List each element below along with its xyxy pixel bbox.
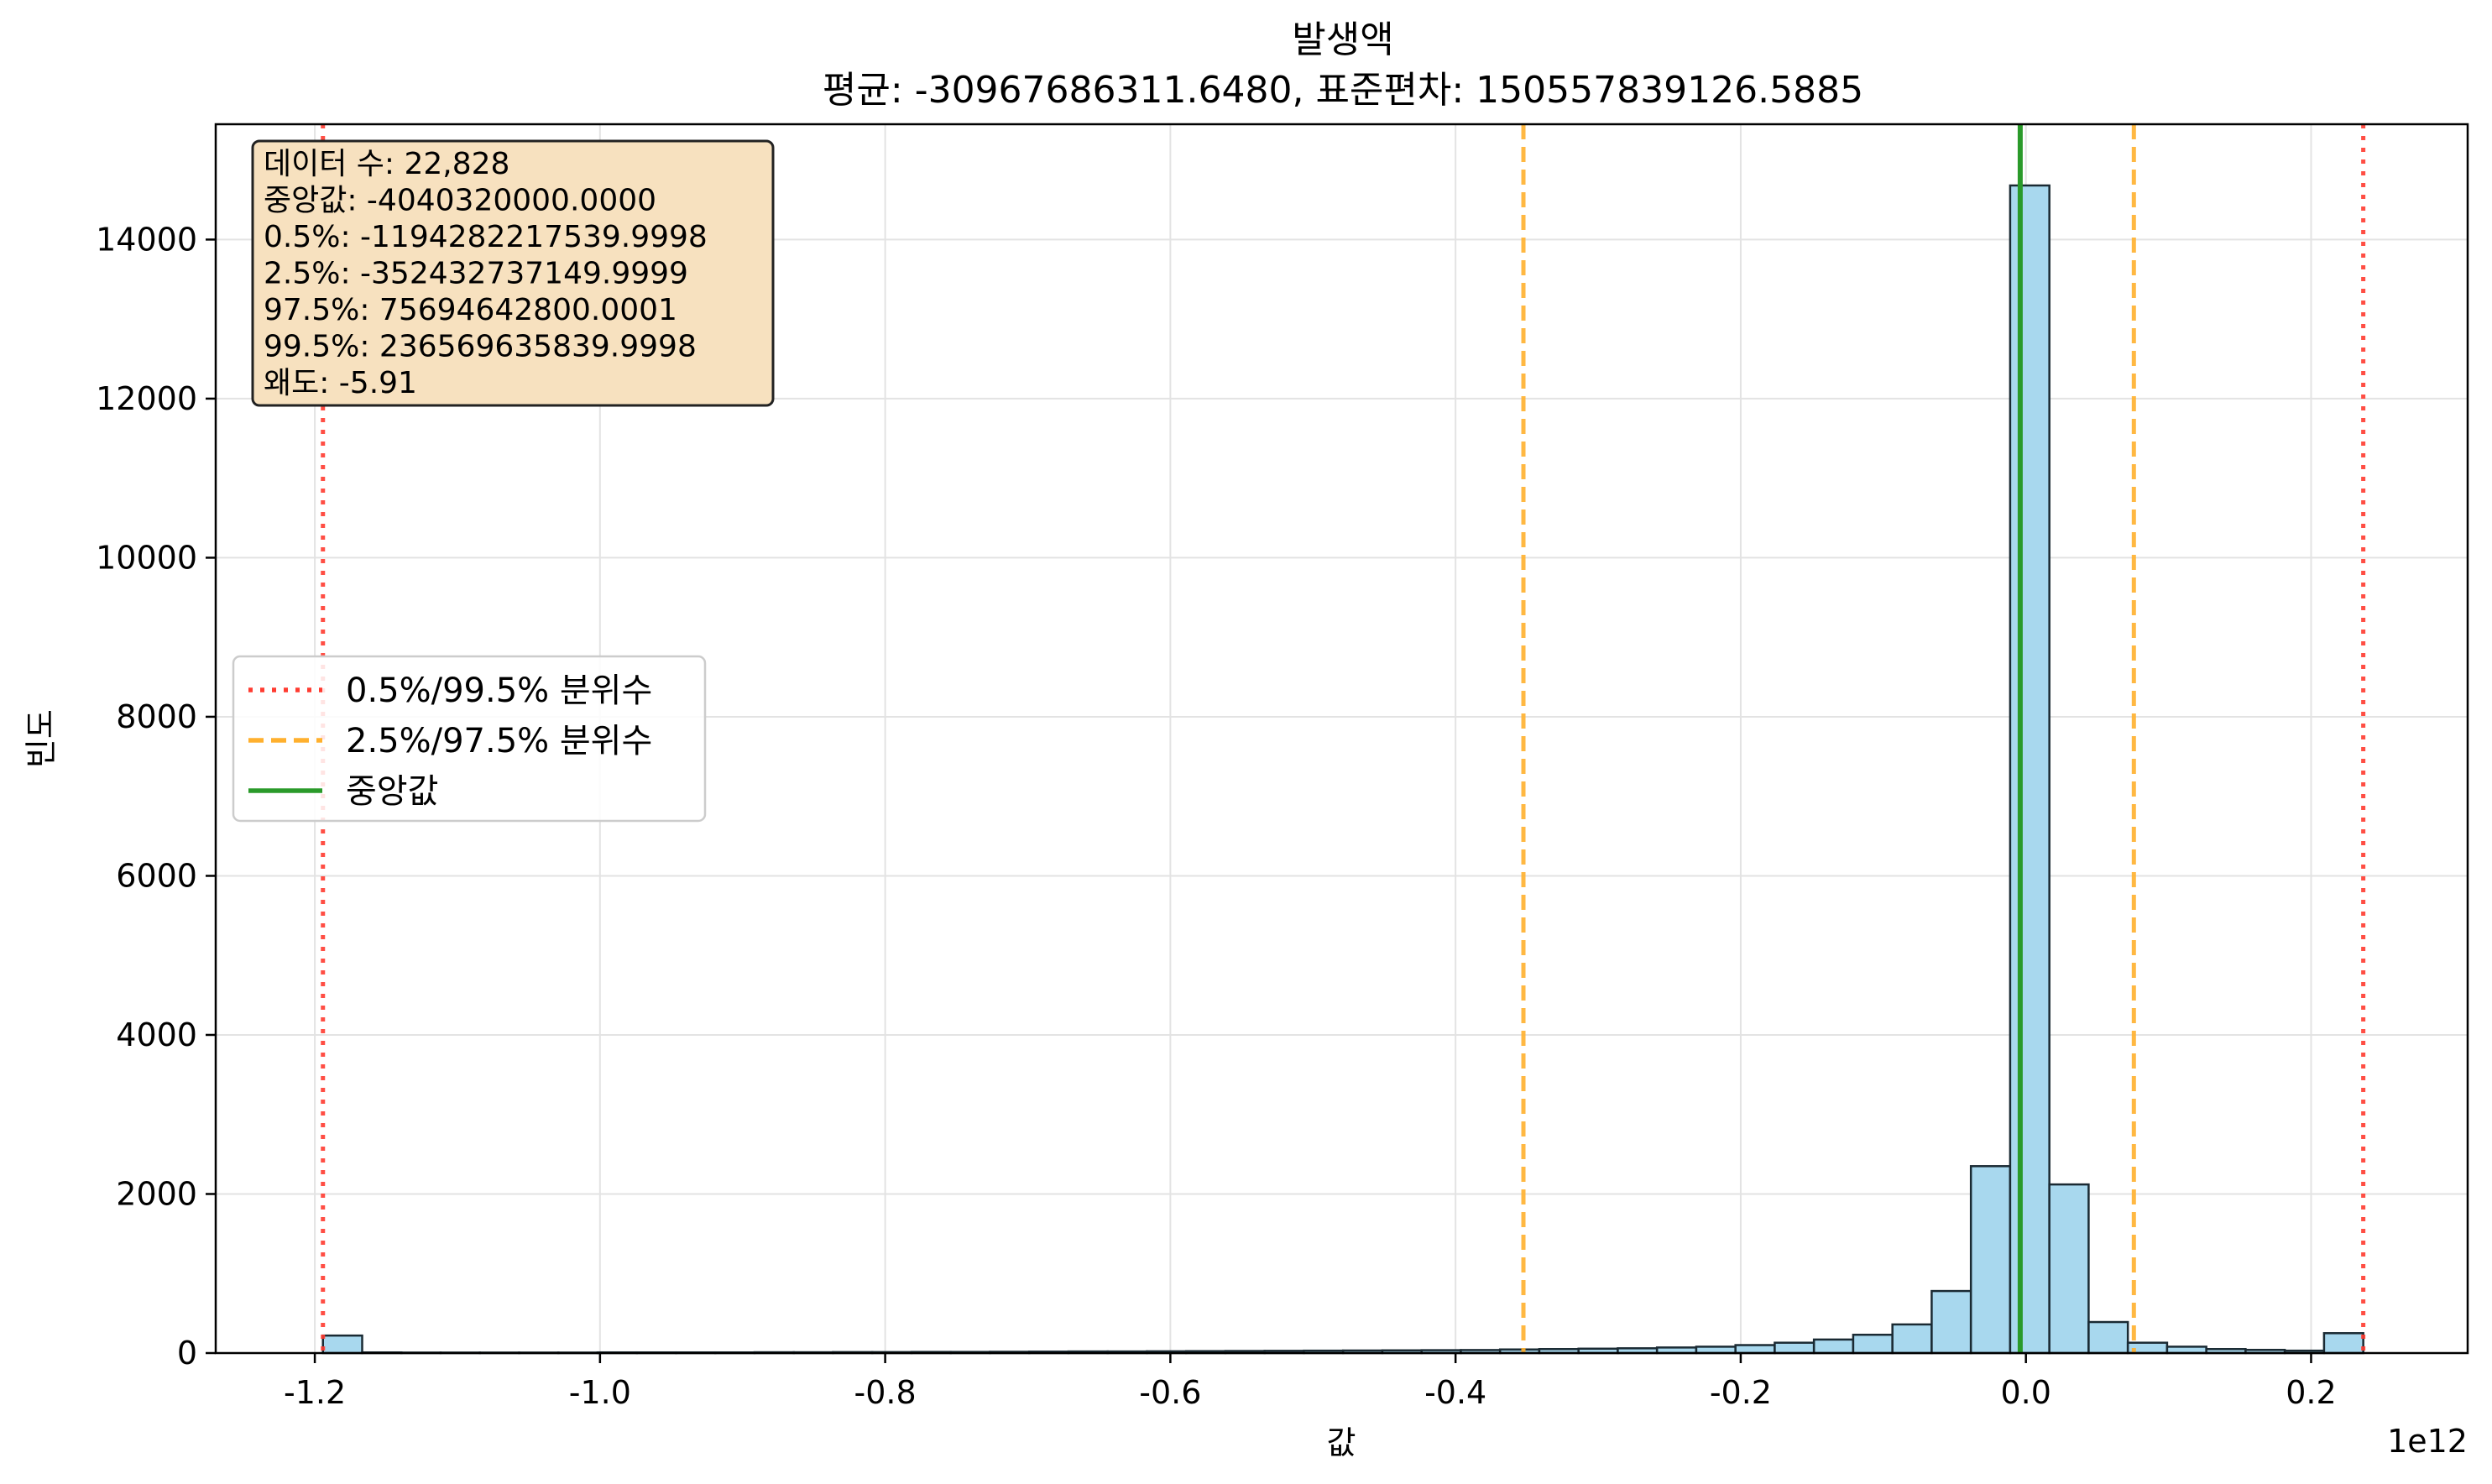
plot-frame <box>214 123 2469 1355</box>
x-tick-label: -0.2 <box>1710 1374 1772 1411</box>
y-axis-label: 빈도 <box>23 709 60 768</box>
x-tick-label: 0.2 <box>2286 1374 2336 1411</box>
y-axis-ticks: 0 2000 4000 6000 8000 10000 12000 14000 <box>96 221 216 1372</box>
stats-box-background <box>251 139 775 407</box>
stats-line: 중앙값: -4040320000.0000 <box>264 184 656 218</box>
stats-line: 97.5%: 75694642800.0001 <box>264 293 677 327</box>
legend-label: 2.5%/97.5% 분위수 <box>346 722 652 760</box>
x-tick-label: -0.8 <box>854 1374 917 1411</box>
histogram-bar <box>1891 1323 1933 1355</box>
histogram-bar <box>1812 1338 1855 1355</box>
x-tick-label: -1.2 <box>284 1374 346 1411</box>
x-tick-label: -0.6 <box>1139 1374 1201 1411</box>
histogram-bar <box>1774 1341 1815 1355</box>
y-tick-label: 0 <box>177 1335 197 1372</box>
y-tick-label: 14000 <box>96 221 197 258</box>
legend-label: 중앙값 <box>346 772 438 811</box>
histogram-bar <box>2048 1183 2090 1355</box>
y-tick-label: 2000 <box>116 1175 197 1212</box>
stats-line: 99.5%: 236569635839.9998 <box>264 330 697 364</box>
legend-frame <box>232 655 707 823</box>
x-tick-label: -1.0 <box>569 1374 631 1411</box>
histogram-bar <box>321 1334 363 1355</box>
y-tick-label: 6000 <box>116 857 197 894</box>
x-axis-ticks: -1.2 -1.0 -0.8 -0.6 -0.4 -0.2 0.0 0.2 <box>284 1353 2337 1411</box>
y-tick-label: 12000 <box>96 380 197 417</box>
x-axis-offset-label: 1e12 <box>2387 1423 2468 1460</box>
stats-line: 데이터 수: 22,828 <box>264 147 509 181</box>
stats-line: 2.5%: -352432737149.9999 <box>264 257 688 291</box>
y-tick-label: 10000 <box>96 539 197 576</box>
x-tick-label: -0.4 <box>1424 1374 1486 1411</box>
histogram-bar <box>1734 1344 1776 1355</box>
x-axis-label: 값 <box>1327 1424 1356 1461</box>
histogram-bar <box>2087 1320 2129 1355</box>
y-tick-label: 4000 <box>116 1016 197 1053</box>
histogram-bar <box>1969 1165 2012 1355</box>
stats-line: 0.5%: -1194282217539.9998 <box>264 220 708 254</box>
x-tick-label: 0.0 <box>2000 1374 2051 1411</box>
chart-title: 발생액 <box>1292 18 1393 61</box>
histogram-bar <box>2009 184 2051 1355</box>
stats-line: 왜도: -5.91 <box>264 366 417 400</box>
histogram-bar <box>1852 1333 1894 1355</box>
legend-label: 0.5%/99.5% 분위수 <box>346 671 652 710</box>
chart-subtitle: 평균: -30967686311.6480, 표준편차: 15055783912… <box>823 69 1863 112</box>
histogram-bar <box>1930 1289 1972 1355</box>
y-tick-label: 8000 <box>116 698 197 735</box>
histogram-bar <box>2322 1332 2364 1355</box>
